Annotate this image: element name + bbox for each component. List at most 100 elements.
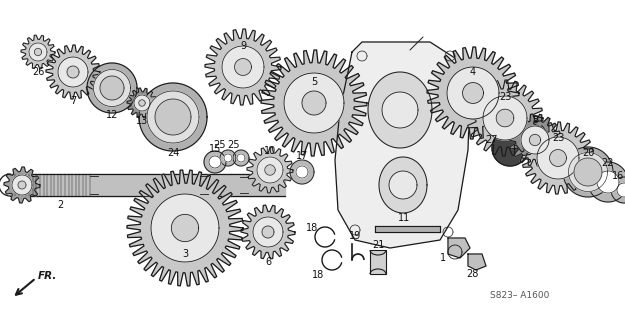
Text: 15: 15 xyxy=(209,144,221,154)
Bar xyxy=(370,250,386,274)
Polygon shape xyxy=(483,96,527,140)
Polygon shape xyxy=(127,88,157,118)
Polygon shape xyxy=(100,76,124,100)
Polygon shape xyxy=(58,57,88,87)
Polygon shape xyxy=(127,170,243,286)
Text: 21: 21 xyxy=(372,240,384,250)
Polygon shape xyxy=(617,183,625,197)
Polygon shape xyxy=(205,29,281,105)
Polygon shape xyxy=(335,42,470,248)
Polygon shape xyxy=(549,150,566,166)
Polygon shape xyxy=(12,175,32,195)
Text: 26: 26 xyxy=(32,67,44,77)
Polygon shape xyxy=(21,35,55,69)
Polygon shape xyxy=(151,194,219,262)
Polygon shape xyxy=(302,91,326,115)
Polygon shape xyxy=(261,50,367,156)
Polygon shape xyxy=(290,160,314,184)
Polygon shape xyxy=(18,181,26,189)
Polygon shape xyxy=(257,157,283,183)
Polygon shape xyxy=(284,73,344,133)
Text: 1: 1 xyxy=(440,253,446,263)
Polygon shape xyxy=(220,150,236,166)
Text: 16: 16 xyxy=(612,171,624,181)
Text: 5: 5 xyxy=(311,77,317,87)
Polygon shape xyxy=(509,114,561,166)
Polygon shape xyxy=(262,226,274,238)
Text: 28: 28 xyxy=(466,269,478,279)
Polygon shape xyxy=(224,154,232,162)
Polygon shape xyxy=(134,95,150,111)
Polygon shape xyxy=(241,205,295,259)
Text: 9: 9 xyxy=(240,41,246,51)
Text: 10: 10 xyxy=(264,146,276,156)
Text: 27: 27 xyxy=(486,135,498,145)
Text: S823– A1600: S823– A1600 xyxy=(490,292,549,300)
Polygon shape xyxy=(611,177,625,203)
Polygon shape xyxy=(209,156,221,168)
Polygon shape xyxy=(537,137,579,179)
Text: 4: 4 xyxy=(470,67,476,77)
Polygon shape xyxy=(67,66,79,78)
Polygon shape xyxy=(46,45,100,99)
Polygon shape xyxy=(448,238,470,258)
Polygon shape xyxy=(382,92,418,128)
Text: 22: 22 xyxy=(602,158,614,168)
Polygon shape xyxy=(139,100,145,106)
Polygon shape xyxy=(521,126,549,154)
Polygon shape xyxy=(522,122,594,194)
Polygon shape xyxy=(94,69,131,107)
Polygon shape xyxy=(574,158,602,186)
Polygon shape xyxy=(4,167,40,203)
Text: 18: 18 xyxy=(306,223,318,233)
Polygon shape xyxy=(529,134,541,146)
Polygon shape xyxy=(247,147,293,193)
Polygon shape xyxy=(496,109,514,127)
Polygon shape xyxy=(155,99,191,135)
Polygon shape xyxy=(588,162,625,202)
Polygon shape xyxy=(222,46,264,88)
Polygon shape xyxy=(265,165,275,175)
Text: FR.: FR. xyxy=(38,271,58,281)
Polygon shape xyxy=(563,147,613,197)
Text: 23: 23 xyxy=(552,133,564,143)
Text: 20: 20 xyxy=(582,148,594,158)
Text: 24: 24 xyxy=(167,148,179,158)
Text: 6: 6 xyxy=(265,257,271,267)
Polygon shape xyxy=(234,59,251,76)
Polygon shape xyxy=(87,63,137,113)
Text: 17: 17 xyxy=(296,151,308,161)
Text: 12: 12 xyxy=(106,110,118,120)
Polygon shape xyxy=(569,153,608,191)
Polygon shape xyxy=(296,166,308,178)
Polygon shape xyxy=(233,150,249,166)
Text: 3: 3 xyxy=(182,249,188,259)
Polygon shape xyxy=(34,48,42,56)
Polygon shape xyxy=(139,83,207,151)
Polygon shape xyxy=(368,72,432,148)
Text: 25: 25 xyxy=(228,140,240,150)
Polygon shape xyxy=(253,217,283,247)
Text: 25: 25 xyxy=(214,140,226,150)
Polygon shape xyxy=(171,214,199,242)
Polygon shape xyxy=(379,157,427,213)
Text: 11: 11 xyxy=(398,213,410,223)
Polygon shape xyxy=(375,226,440,232)
Polygon shape xyxy=(147,91,199,143)
Polygon shape xyxy=(237,154,245,162)
Text: 7: 7 xyxy=(70,96,76,106)
Polygon shape xyxy=(468,254,486,270)
Polygon shape xyxy=(10,174,285,196)
Polygon shape xyxy=(389,171,417,199)
Polygon shape xyxy=(427,47,519,139)
Text: 2: 2 xyxy=(57,200,63,210)
Text: 19: 19 xyxy=(349,231,361,241)
Text: 13: 13 xyxy=(136,116,148,126)
Polygon shape xyxy=(29,43,47,61)
Polygon shape xyxy=(204,151,226,173)
Polygon shape xyxy=(467,80,543,156)
Text: 8: 8 xyxy=(532,115,538,125)
Polygon shape xyxy=(492,130,528,166)
Polygon shape xyxy=(462,83,483,103)
Polygon shape xyxy=(597,171,619,193)
